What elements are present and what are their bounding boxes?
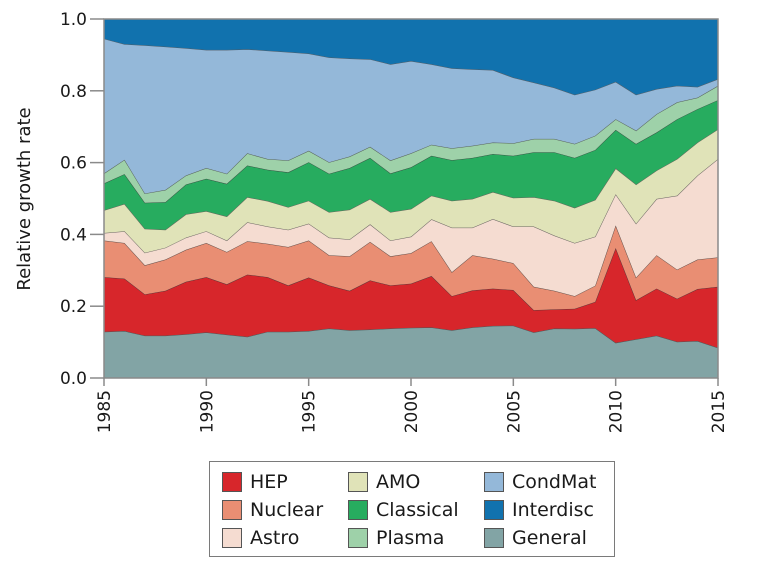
legend-swatch-hep <box>222 472 242 492</box>
area-layers <box>103 18 719 378</box>
legend-label: Classical <box>376 499 459 521</box>
x-tick-label: 2005 <box>504 390 524 433</box>
area-amo <box>104 129 718 253</box>
area-interdisc <box>104 19 718 95</box>
legend-swatch-amo <box>348 472 368 492</box>
x-tick-label: 1990 <box>197 390 217 433</box>
legend-label: Nuclear <box>250 499 324 521</box>
area-astro <box>104 159 718 297</box>
legend-item: Plasma <box>348 524 444 552</box>
area-nuclear <box>104 225 718 311</box>
area-classical <box>104 100 718 230</box>
legend-label: HEP <box>250 471 288 493</box>
legend-swatch-astro <box>222 528 242 548</box>
legend-swatch-interdisc <box>484 500 504 520</box>
legend-item: AMO <box>348 468 420 496</box>
x-tick-label: 2015 <box>709 390 729 433</box>
x-tick-label: 1995 <box>300 390 320 433</box>
y-tick-label: 0.4 <box>60 225 87 245</box>
y-tick-label: 1.0 <box>60 10 87 30</box>
y-tick-label: 0.2 <box>60 297 87 317</box>
legend-label: CondMat <box>512 471 597 493</box>
legend-swatch-general <box>484 528 504 548</box>
area-hep <box>104 248 718 348</box>
y-tick-label: 0.6 <box>60 154 87 174</box>
legend-item: CondMat <box>484 468 596 496</box>
legend-swatch-nuclear <box>222 500 242 520</box>
legend-swatch-classical <box>348 500 368 520</box>
x-tick-label: 2010 <box>607 390 627 433</box>
area-general <box>104 325 718 378</box>
y-tick-label: 0.8 <box>60 82 87 102</box>
legend-item: General <box>484 524 587 552</box>
y-tick-label: 0.0 <box>60 369 87 389</box>
area-condmat <box>104 38 718 194</box>
legend-swatch-condmat <box>484 472 504 492</box>
legend: HEP Nuclear Astro AMO Classical Plasma C… <box>209 461 615 557</box>
axes: 0.0 0.2 0.4 0.6 0.8 1.0 1985 1990 1995 2000 2005 20… <box>60 10 729 433</box>
legend-label: Astro <box>250 527 300 549</box>
legend-label: Interdisc <box>512 499 594 521</box>
x-tick-label: 1985 <box>95 390 115 433</box>
legend-label: AMO <box>376 471 421 493</box>
x-tick-label: 2000 <box>402 390 422 433</box>
legend-item: HEP <box>222 468 288 496</box>
legend-item: Classical <box>348 496 459 524</box>
legend-label: General <box>512 527 587 549</box>
stacked-area-chart: 0.0 0.2 0.4 0.6 0.8 1.0 1985 1990 1995 2000 2005 20… <box>14 10 729 433</box>
legend-item: Nuclear <box>222 496 323 524</box>
legend-item: Astro <box>222 524 299 552</box>
legend-label: Plasma <box>376 527 445 549</box>
legend-swatch-plasma <box>348 528 368 548</box>
area-plasma <box>104 85 718 203</box>
y-axis-label: Relative growth rate <box>14 107 35 290</box>
legend-item: Interdisc <box>484 496 594 524</box>
